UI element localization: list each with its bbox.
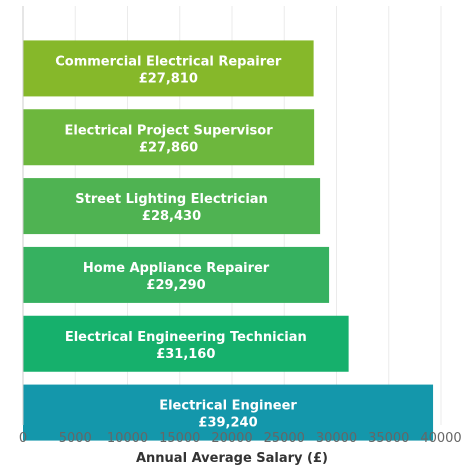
bar <box>23 109 315 166</box>
x-tick-label: 20000 <box>211 431 252 446</box>
bar-category-label: Electrical Engineer <box>159 399 297 414</box>
bar-category-label: Street Lighting Electrician <box>75 192 268 207</box>
bars: Commercial Electrical Repairer £27,810 Ele… <box>23 40 434 441</box>
bar-value-label: £29,290 <box>146 278 205 293</box>
bar-value-label: £39,240 <box>198 416 257 431</box>
bar-group: Commercial Electrical Repairer £27,810 <box>23 40 314 97</box>
bar-group: Home Appliance Repairer £29,290 <box>23 246 330 303</box>
x-axis-ticks: 0 5000 10000 15000 20000 25000 30000 35000 40000 <box>19 431 462 446</box>
x-tick-label: 0 <box>19 431 27 446</box>
x-tick-label: 40000 <box>420 431 461 446</box>
bar-value-label: £28,430 <box>142 209 201 224</box>
x-tick-label: 30000 <box>316 431 357 446</box>
x-tick-label: 15000 <box>159 431 200 446</box>
bar-category-label: Electrical Engineering Technician <box>65 330 307 345</box>
bar-group: Electrical Engineering Technician £31,160 <box>23 315 349 372</box>
x-tick-label: 25000 <box>264 431 305 446</box>
bar <box>23 246 330 303</box>
x-tick-label: 35000 <box>368 431 409 446</box>
x-axis-title: Annual Average Salary (£) <box>136 451 328 466</box>
bar-value-label: £27,860 <box>139 140 198 155</box>
bar-group: Electrical Project Supervisor £27,860 <box>23 109 315 166</box>
bar-value-label: £31,160 <box>156 347 215 362</box>
x-tick-label: 5000 <box>59 431 92 446</box>
bar-category-label: Electrical Project Supervisor <box>64 123 273 138</box>
bar-category-label: Home Appliance Repairer <box>83 261 270 276</box>
bar <box>23 40 314 97</box>
bar-group: Electrical Engineer £39,240 <box>23 384 434 441</box>
bar <box>23 315 349 372</box>
bar-category-label: Commercial Electrical Repairer <box>55 54 282 69</box>
bar-value-label: £27,810 <box>139 71 198 86</box>
x-tick-label: 10000 <box>107 431 148 446</box>
bar-group: Street Lighting Electrician £28,430 <box>23 178 321 235</box>
bar <box>23 384 434 441</box>
bar <box>23 178 321 235</box>
